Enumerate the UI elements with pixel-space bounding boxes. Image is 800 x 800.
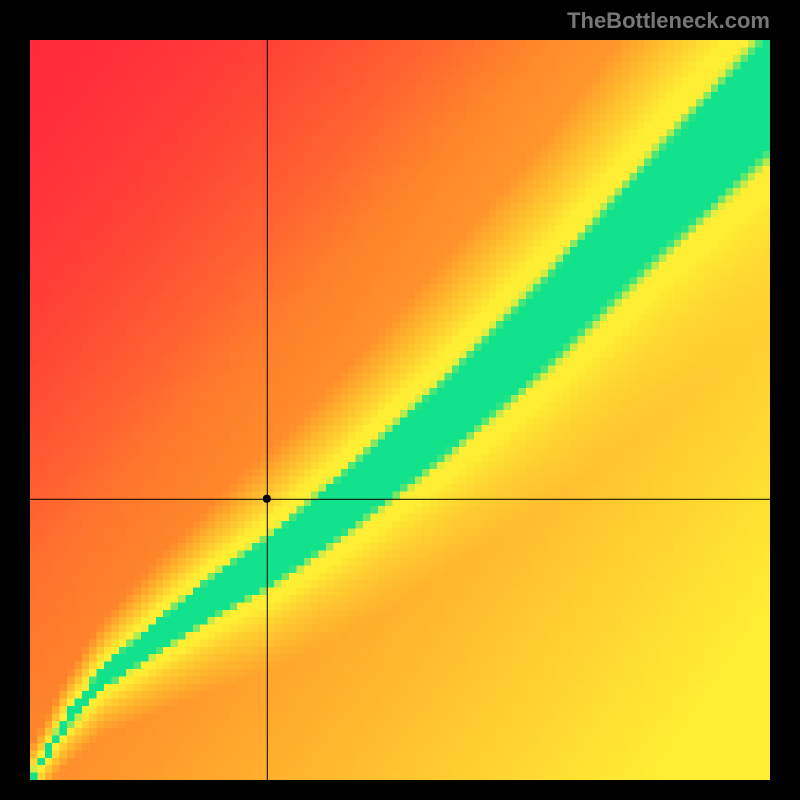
watermark-text: TheBottleneck.com [567,8,770,34]
crosshair-overlay [30,40,770,780]
chart-container: TheBottleneck.com [0,0,800,800]
plot-area [30,40,770,780]
